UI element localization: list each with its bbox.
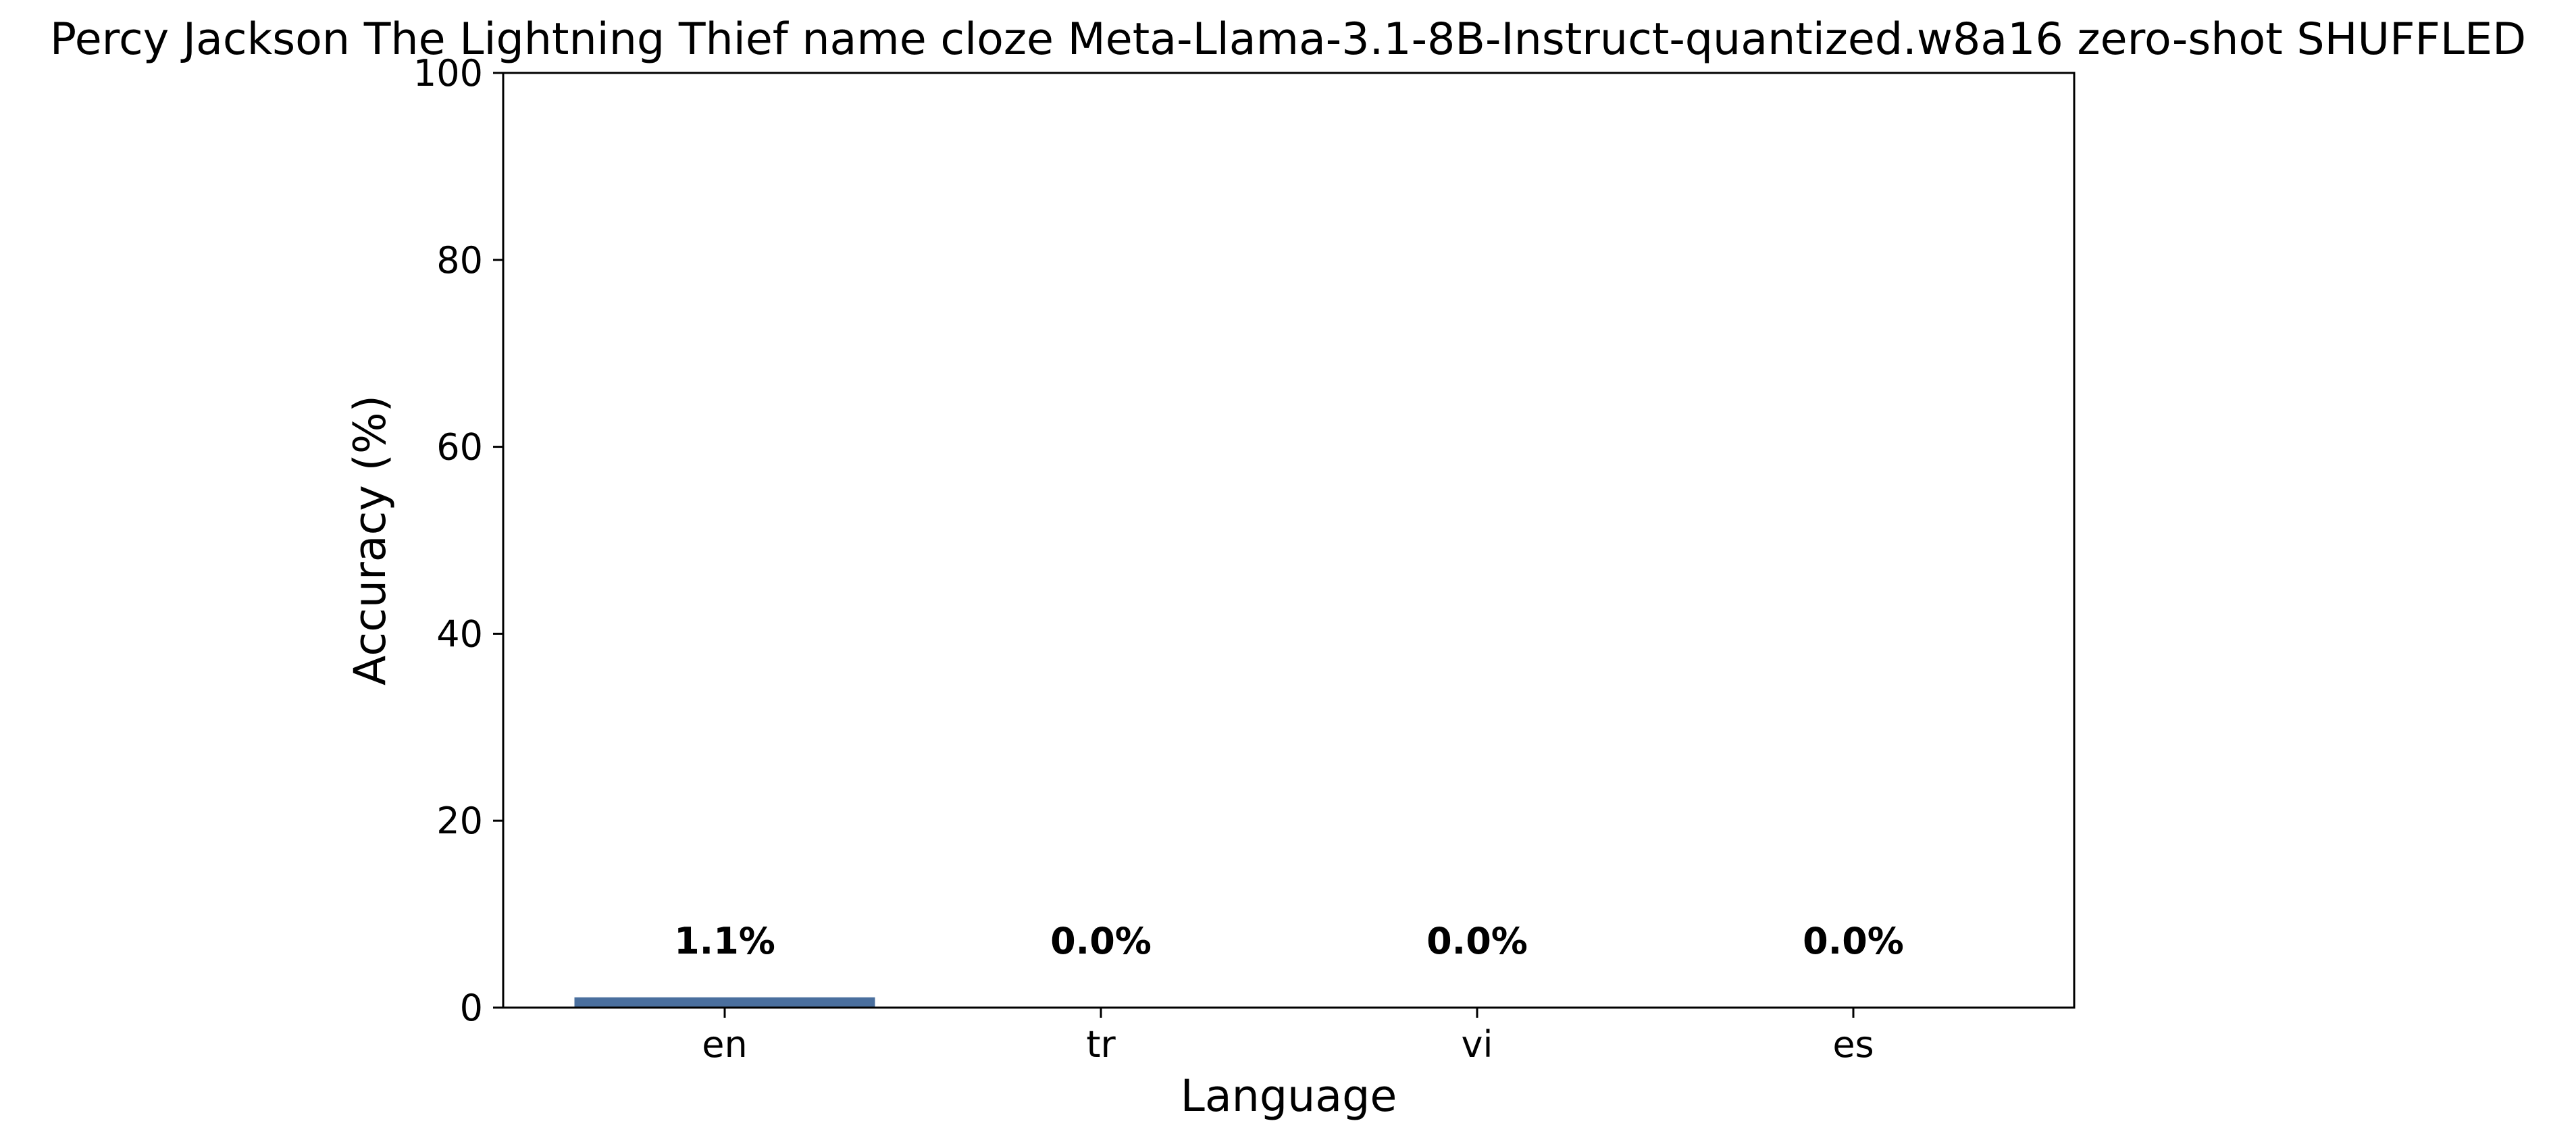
- x-axis: en tr vi es: [702, 1008, 1874, 1066]
- data-labels-layer: 1.1% 0.0% 0.0% 0.0%: [674, 920, 1904, 962]
- data-label-vi: 0.0%: [1426, 920, 1528, 962]
- y-tick-label-80: 80: [436, 239, 483, 282]
- data-label-tr: 0.0%: [1050, 920, 1152, 962]
- x-tick-label-en: en: [702, 1023, 747, 1066]
- y-tick-label-0: 0: [460, 987, 483, 1029]
- y-tick-label-100: 100: [413, 52, 483, 95]
- x-axis-label: Language: [1181, 1071, 1397, 1122]
- y-axis: 0 20 40 60 80 100: [413, 52, 503, 1029]
- plot-frame: [502, 72, 2076, 1009]
- data-label-en: 1.1%: [674, 920, 775, 962]
- x-tick-label-vi: vi: [1462, 1023, 1493, 1066]
- x-tick-label-es: es: [1832, 1023, 1874, 1066]
- x-tick-label-tr: tr: [1086, 1023, 1116, 1066]
- y-tick-label-60: 60: [436, 426, 483, 469]
- bars-layer: [574, 997, 875, 1008]
- data-label-es: 0.0%: [1803, 920, 1904, 962]
- y-axis-label: Accuracy (%): [345, 395, 396, 685]
- y-tick-label-40: 40: [436, 613, 483, 655]
- chart-title: Percy Jackson The Lightning Thief name c…: [50, 14, 2526, 65]
- bar-en: [574, 997, 875, 1008]
- y-tick-label-20: 20: [436, 800, 483, 842]
